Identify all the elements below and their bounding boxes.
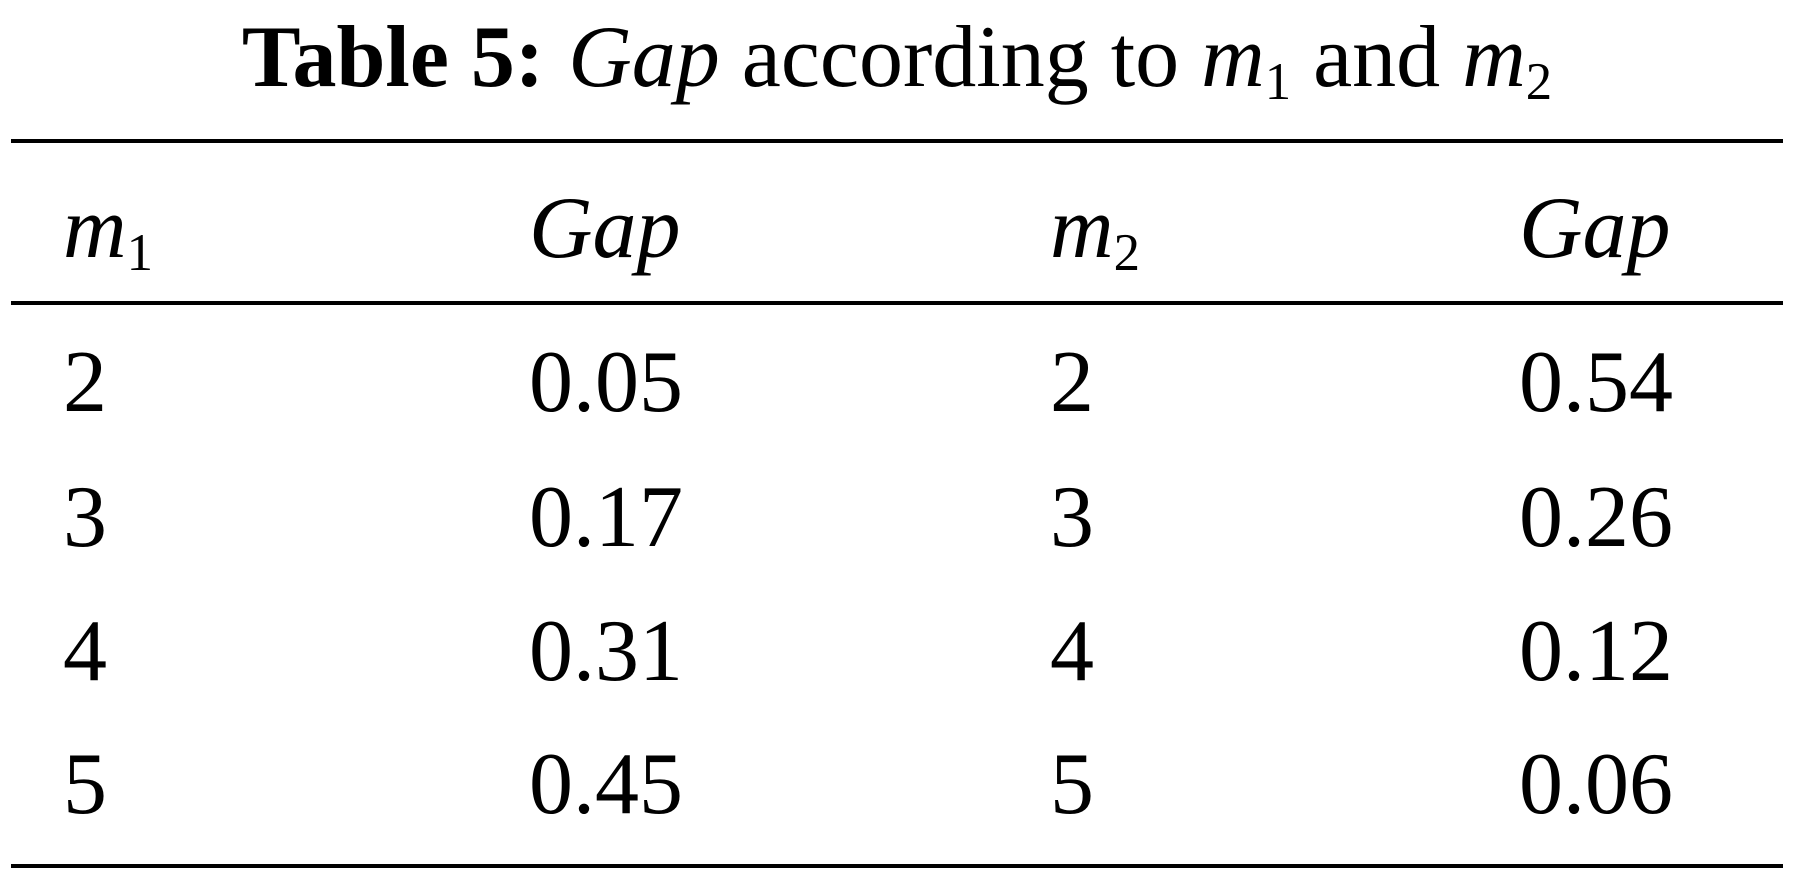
header-cell: Gap: [1519, 180, 1671, 277]
table-cell: 3: [1050, 469, 1094, 566]
table-cell: 0.54: [1519, 334, 1673, 431]
table-label: Table 5:: [241, 9, 545, 106]
header-cell: m2: [1050, 179, 1140, 283]
table-cell: 0.31: [529, 603, 683, 700]
mid-rule: [11, 301, 1783, 305]
table-cell: 4: [1050, 603, 1094, 700]
table-cell: 5: [63, 736, 107, 833]
header-var: m: [1050, 180, 1114, 277]
table-title: Table 5: Gap according to m1 and m2: [0, 8, 1794, 112]
table-cell: 0.12: [1519, 603, 1673, 700]
top-rule: [11, 139, 1783, 143]
title-sub: 2: [1525, 53, 1553, 112]
header-cell: Gap: [529, 180, 681, 277]
header-cell: m1: [63, 179, 153, 283]
title-word: Gap: [568, 9, 720, 106]
title-sub: 1: [1264, 53, 1292, 112]
table-cell: 2: [1050, 334, 1094, 431]
table-cell: 0.26: [1519, 469, 1673, 566]
table-cell: 0.45: [529, 736, 683, 833]
title-word: according to: [741, 9, 1180, 106]
header-sub: 2: [1113, 224, 1140, 283]
header-sub: 1: [126, 224, 153, 283]
title-var: m: [1201, 9, 1265, 106]
table-cell: 4: [63, 603, 107, 700]
table-cell: 0.05: [529, 334, 683, 431]
title-var: m: [1462, 9, 1526, 106]
table-cell: 2: [63, 334, 107, 431]
table-cell: 5: [1050, 736, 1094, 833]
header-var: m: [63, 180, 127, 277]
table-cell: 0.06: [1519, 736, 1673, 833]
table-cell: 3: [63, 469, 107, 566]
table-cell: 0.17: [529, 469, 683, 566]
title-word: and: [1313, 9, 1441, 106]
bottom-rule: [11, 864, 1783, 868]
